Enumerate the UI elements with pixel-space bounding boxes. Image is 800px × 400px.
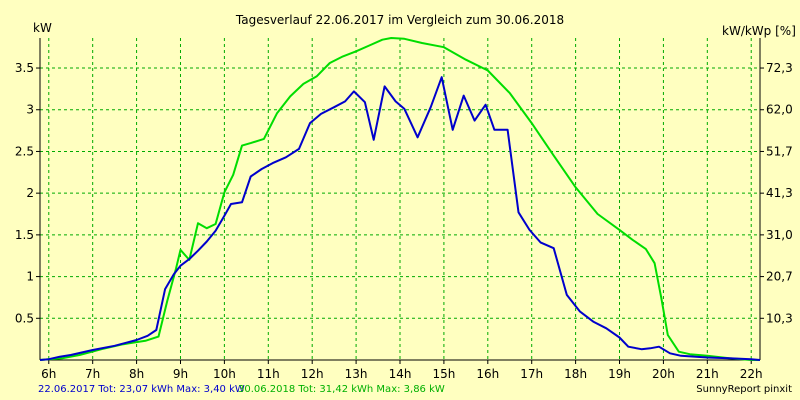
y-tick-label-left: 3 bbox=[26, 103, 34, 117]
x-tick-label: 20h bbox=[652, 367, 675, 381]
x-tick-label: 8h bbox=[129, 367, 144, 381]
x-tick-label: 15h bbox=[432, 367, 455, 381]
y-tick-label-left: 1 bbox=[26, 270, 34, 284]
x-tick-label: 11h bbox=[257, 367, 280, 381]
y-tick-label-right: 10,3 bbox=[766, 311, 793, 325]
x-tick-label: 16h bbox=[476, 367, 499, 381]
y-tick-label-right: 41,3 bbox=[766, 186, 793, 200]
series-group bbox=[39, 37, 761, 361]
x-tick-label: 17h bbox=[520, 367, 543, 381]
footer-stats-2017: 22.06.2017 Tot: 23,07 kWh Max: 3,40 kW bbox=[38, 384, 245, 395]
x-tick-label: 6h bbox=[41, 367, 56, 381]
y-tick-label-left: 1.5 bbox=[15, 228, 34, 242]
y-tick-label-right: 72,3 bbox=[766, 61, 793, 75]
x-tick-label: 9h bbox=[173, 367, 188, 381]
x-tick-label: 14h bbox=[389, 367, 412, 381]
y-tick-label-right: 31,0 bbox=[766, 228, 793, 242]
tick-labels: 6h 7h 8h 9h 10h 11h 12h 13h 14h 15h 16h 17h 18h 19h 20… bbox=[15, 61, 793, 381]
y-axis-label-left: kW bbox=[33, 21, 52, 35]
y-tick-label-left: 3.5 bbox=[15, 61, 34, 75]
grid bbox=[40, 38, 760, 360]
y-tick-label-left: 2.5 bbox=[15, 144, 34, 158]
y-tick-label-left: 0.5 bbox=[15, 311, 34, 325]
footer-credit: SunnyReport pinxit bbox=[696, 384, 792, 395]
y-tick-label-left: 2 bbox=[26, 186, 34, 200]
x-tick-label: 22h bbox=[740, 367, 763, 381]
axes bbox=[36, 38, 764, 364]
y-tick-label-right: 20,7 bbox=[766, 270, 793, 284]
y-tick-label-right: 51,7 bbox=[766, 144, 793, 158]
footer-stats-2018: 30.06.2018 Tot: 31,42 kWh Max: 3,86 kW bbox=[238, 384, 445, 395]
x-tick-label: 18h bbox=[564, 367, 587, 381]
series-line-22-06-2017 bbox=[39, 76, 761, 361]
x-tick-label: 12h bbox=[301, 367, 324, 381]
x-tick-label: 7h bbox=[85, 367, 100, 381]
y-axis-label-right: kW/kWp [%] bbox=[722, 24, 796, 38]
x-tick-label: 13h bbox=[345, 367, 368, 381]
series-line-30-06-2018 bbox=[39, 37, 760, 361]
x-tick-label: 10h bbox=[213, 367, 236, 381]
y-tick-label-right: 62,0 bbox=[766, 103, 793, 117]
x-tick-label: 19h bbox=[608, 367, 631, 381]
chart-title: Tagesverlauf 22.06.2017 im Vergleich zum… bbox=[235, 13, 564, 27]
x-tick-label: 21h bbox=[696, 367, 719, 381]
